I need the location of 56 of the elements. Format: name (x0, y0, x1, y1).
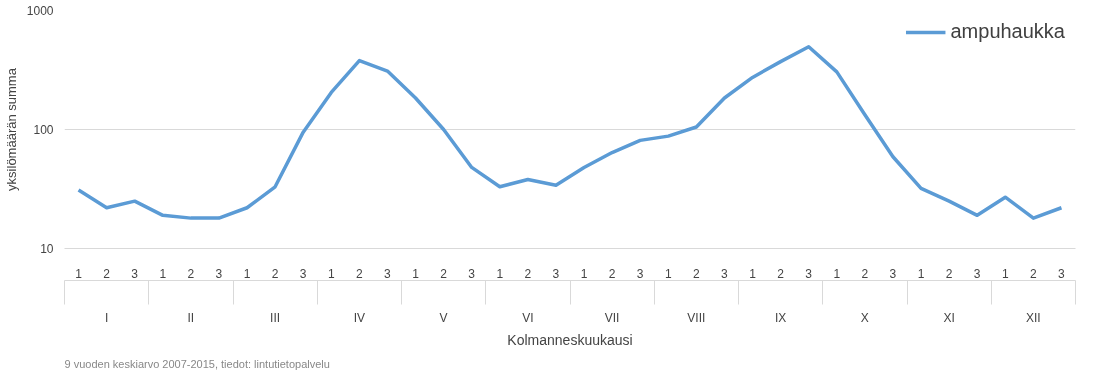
text: V (439, 310, 448, 325)
x-tick-label: 3 (552, 266, 560, 281)
x-tick-label: 3 (636, 266, 644, 281)
legend-label: ampuhaukka (950, 20, 1065, 43)
x-axis-title: Kolmanneskuukausi (507, 331, 633, 348)
x-tick-label: 3 (131, 266, 139, 281)
x-tick-label: 1 (159, 266, 167, 281)
x-tick-label: 2 (103, 266, 111, 281)
x-tick-label: 1 (412, 266, 420, 281)
text: IX (774, 310, 787, 325)
x-tick-label: 2 (608, 266, 616, 281)
x-tick-label: 2 (861, 266, 869, 281)
text: IV (353, 310, 366, 325)
y-axis-title: yksilömäärän summa (3, 67, 19, 191)
x-tick-label: 1 (917, 266, 925, 281)
x-tick-label: 3 (1058, 266, 1066, 281)
text: X (860, 310, 869, 325)
text: III (270, 310, 281, 325)
x-tick-label: 3 (299, 266, 307, 281)
text: I (104, 310, 109, 325)
x-tick-label: 2 (440, 266, 448, 281)
x-tick-label: 2 (271, 266, 279, 281)
x-tick-label: 3 (468, 266, 476, 281)
y-tick-label: 10 (40, 242, 54, 256)
text: XII (1026, 310, 1041, 325)
y-tick-label: 100 (33, 123, 54, 137)
text: VII (604, 310, 620, 325)
x-tick-label: 2 (693, 266, 701, 281)
x-tick-label: 3 (805, 266, 813, 281)
x-tick-label: 1 (243, 266, 251, 281)
y-tick-label: 1000 (26, 4, 54, 18)
x-tick-label: 1 (75, 266, 83, 281)
x-tick-label: 1 (664, 266, 672, 281)
x-tick-label: 3 (889, 266, 897, 281)
x-tick-label: 1 (327, 266, 335, 281)
text: VI (522, 310, 534, 325)
text: 9 vuoden keskiarvo 2007-2015, tiedot: lintutietopalvelu (64, 357, 330, 370)
x-tick-label: 2 (524, 266, 532, 281)
x-tick-label: 2 (187, 266, 195, 281)
x-tick-label: 3 (215, 266, 223, 281)
text: II (187, 310, 195, 325)
x-tick-label: 1 (833, 266, 841, 281)
x-tick-label: 1 (749, 266, 757, 281)
x-tick-label: 2 (777, 266, 785, 281)
x-tick-label: 2 (356, 266, 364, 281)
text: VIII (687, 310, 706, 325)
line-series (76, 44, 1064, 220)
x-tick-label: 1 (580, 266, 588, 281)
x-tick-label: 2 (945, 266, 953, 281)
x-tick-label: 2 (1030, 266, 1038, 281)
x-tick-label: 3 (721, 266, 729, 281)
x-tick-label: 1 (496, 266, 504, 281)
x-tick-label: 1 (1001, 266, 1009, 281)
x-tick-label: 3 (973, 266, 981, 281)
text: XI (943, 310, 955, 325)
x-tick-label: 3 (384, 266, 392, 281)
